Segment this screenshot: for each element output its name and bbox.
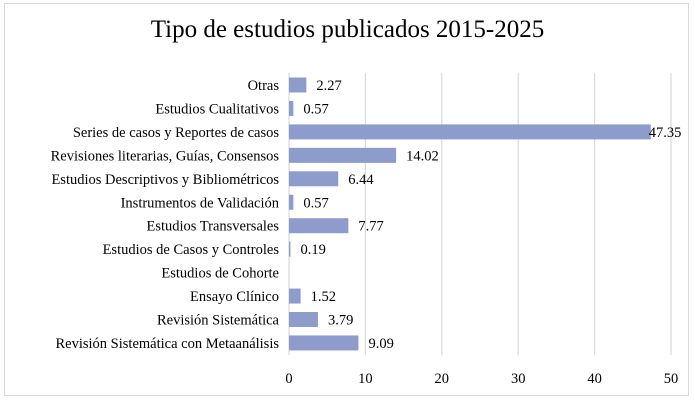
category-label: Estudios de Casos y Controles [103,242,280,258]
bar [289,77,307,93]
x-tick-label: 0 [285,371,292,387]
data-label: 14.02 [406,148,439,164]
data-label: 47.35 [649,125,682,141]
data-label: 2.27 [316,78,341,94]
bar [289,218,349,234]
data-label: 0.57 [303,195,328,211]
x-tick-label: 50 [664,371,679,387]
bar [289,312,318,327]
bar [289,147,397,163]
category-label: Estudios de Cohorte [161,266,279,282]
chart-frame [4,3,689,396]
bar [289,288,301,304]
category-label: Estudios Transversales [146,219,279,235]
category-label: Ensayo Clínico [190,289,279,305]
data-label: 6.44 [348,172,374,188]
category-label: Estudios Descriptivos y Bibliométricos [51,172,279,188]
category-label: Series de casos y Reportes de casos [73,125,280,141]
data-label: 9.09 [368,336,393,352]
bar [289,171,339,187]
data-label: 0.57 [303,101,328,117]
category-label: Otras [248,78,280,94]
category-label: Estudios Cualitativos [155,101,279,117]
bar [289,100,294,116]
x-tick-label: 20 [435,371,450,387]
category-label: Revisiones literarias, Guías, Consensos [51,148,280,164]
x-tick-label: 30 [511,371,526,387]
data-label: 0.19 [300,242,325,258]
bar [289,335,359,351]
bar [289,124,651,140]
bar [289,241,291,257]
category-label: Instrumentos de Validación [121,195,280,211]
data-label: 3.79 [328,313,353,329]
category-label: Revisión Sistemática con Metaanálisis [56,336,280,352]
bar [289,194,294,210]
data-label: 7.77 [358,219,383,235]
x-tick-label: 40 [587,371,602,387]
data-label: 1.52 [311,289,336,305]
category-label: Revisión Sistemática [157,313,280,329]
chart-title: Tipo de estudios publicados 2015-2025 [150,16,545,43]
x-tick-label: 10 [358,371,373,387]
